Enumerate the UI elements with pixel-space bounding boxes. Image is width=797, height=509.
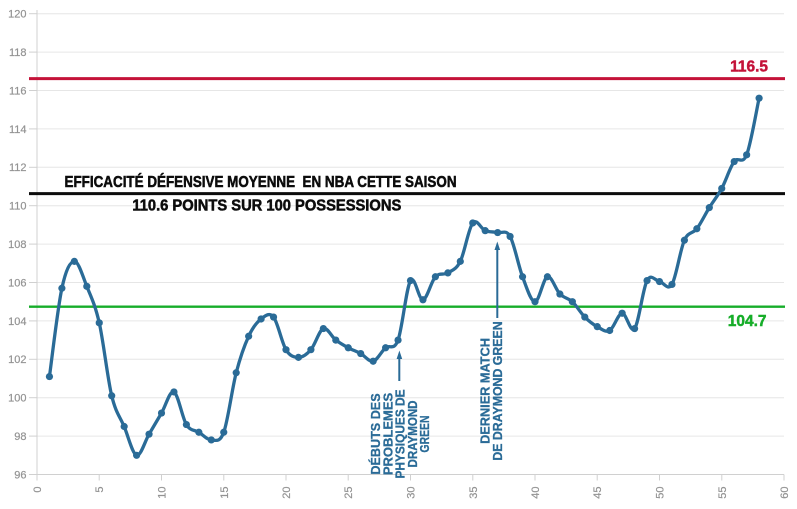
svg-text:116: 116 (9, 85, 27, 97)
svg-text:10: 10 (156, 487, 168, 499)
svg-text:0: 0 (32, 487, 44, 493)
svg-text:EFFICACITÉ DÉFENSIVE MOYENNE: EFFICACITÉ DÉFENSIVE MOYENNE EN NBA CETT… (64, 173, 456, 191)
svg-text:102: 102 (8, 354, 26, 366)
svg-text:40: 40 (530, 487, 542, 499)
svg-text:DÉBUTS DES: DÉBUTS DES (368, 393, 383, 475)
svg-text:96: 96 (14, 469, 26, 481)
svg-text:PHYSIQUES DE: PHYSIQUES DE (393, 389, 408, 478)
svg-text:106: 106 (8, 277, 26, 289)
svg-text:DE DRAYMOND GREEN: DE DRAYMOND GREEN (491, 321, 505, 460)
svg-text:30: 30 (405, 487, 417, 499)
svg-text:104: 104 (8, 316, 26, 328)
svg-text:DERNIER MATCH: DERNIER MATCH (477, 338, 492, 444)
svg-text:25: 25 (343, 487, 355, 499)
svg-text:110.6 POINTS SUR 100 POSSESSIO: 110.6 POINTS SUR 100 POSSESSIONS (132, 197, 401, 215)
svg-text:120: 120 (8, 9, 26, 21)
svg-text:20: 20 (281, 487, 293, 499)
svg-text:PROBLEMES: PROBLEMES (380, 393, 395, 476)
svg-text:100: 100 (8, 393, 26, 405)
svg-text:5: 5 (94, 487, 106, 493)
svg-text:98: 98 (14, 431, 26, 443)
svg-text:110: 110 (9, 201, 27, 213)
svg-text:DRAYMOND: DRAYMOND (405, 400, 420, 467)
svg-text:GREEN: GREEN (418, 416, 432, 453)
svg-text:55: 55 (717, 487, 729, 499)
svg-text:35: 35 (468, 487, 480, 499)
svg-text:108: 108 (8, 239, 26, 251)
svg-text:45: 45 (592, 487, 604, 499)
svg-text:15: 15 (219, 487, 231, 499)
svg-text:60: 60 (779, 487, 791, 499)
svg-text:112: 112 (9, 162, 27, 174)
svg-text:104.7: 104.7 (728, 313, 767, 330)
svg-text:50: 50 (654, 487, 666, 499)
svg-text:114: 114 (9, 124, 27, 136)
svg-text:116.5: 116.5 (730, 59, 768, 76)
svg-text:118: 118 (9, 47, 27, 59)
